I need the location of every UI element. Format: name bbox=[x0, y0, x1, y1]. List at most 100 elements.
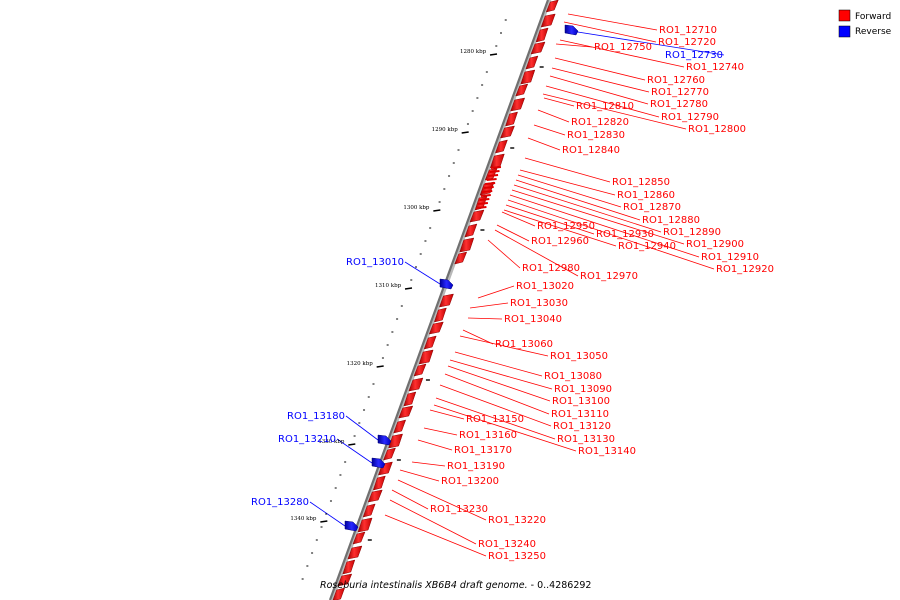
gene-label-ro1-12720[interactable]: RO1_12720 bbox=[658, 37, 716, 48]
gene-label-ro1-12960[interactable]: RO1_12960 bbox=[531, 236, 589, 247]
forward-gene-block bbox=[398, 405, 414, 419]
tick-label: 1280 kbp bbox=[460, 49, 487, 55]
leader-line bbox=[519, 169, 616, 196]
leader-line bbox=[567, 13, 658, 31]
gene-label-ro1-12890[interactable]: RO1_12890 bbox=[663, 227, 721, 238]
leader-line bbox=[554, 57, 646, 81]
gene-label-ro1-13100[interactable]: RO1_13100 bbox=[552, 396, 610, 407]
gene-label-ro1-12940[interactable]: RO1_12940 bbox=[618, 241, 676, 252]
legend: Forward Reverse bbox=[838, 9, 892, 38]
forward-gene-block bbox=[423, 335, 437, 350]
gene-label-ro1-12970[interactable]: RO1_12970 bbox=[580, 271, 638, 282]
gene-label-ro1-13160[interactable]: RO1_13160 bbox=[459, 430, 517, 441]
forward-gene-stripe bbox=[479, 198, 490, 201]
leader-line bbox=[444, 373, 550, 415]
gene-label-ro1-12750[interactable]: RO1_12750 bbox=[594, 42, 652, 53]
gene-label-ro1-12910[interactable]: RO1_12910 bbox=[701, 252, 759, 263]
gene-label-ro1-13180[interactable]: RO1_13180 bbox=[287, 411, 345, 422]
gene-label-ro1-12810[interactable]: RO1_12810 bbox=[576, 101, 634, 112]
forward-gene-stripe bbox=[485, 182, 496, 185]
gene-label-ro1-12840[interactable]: RO1_12840 bbox=[562, 145, 620, 156]
leader-line bbox=[503, 209, 617, 247]
gene-label-ro1-12900[interactable]: RO1_12900 bbox=[686, 239, 744, 250]
leader-line bbox=[417, 439, 453, 451]
gene-label-ro1-13130[interactable]: RO1_13130 bbox=[557, 434, 615, 445]
leader-line bbox=[459, 335, 549, 357]
gene-label-ro1-13200[interactable]: RO1_13200 bbox=[441, 476, 499, 487]
gene-label-ro1-12800[interactable]: RO1_12800 bbox=[688, 124, 746, 135]
forward-gene-block bbox=[454, 251, 468, 265]
gene-label-ro1-13250[interactable]: RO1_13250 bbox=[488, 551, 546, 562]
gene-label-ro1-13240[interactable]: RO1_13240 bbox=[478, 539, 536, 550]
gene-label-ro1-12710[interactable]: RO1_12710 bbox=[659, 25, 717, 36]
gene-label-ro1-12830[interactable]: RO1_12830 bbox=[567, 130, 625, 141]
forward-gene-block bbox=[357, 517, 373, 533]
gene-label-ro1-13120[interactable]: RO1_13120 bbox=[553, 421, 611, 432]
gene-label-ro1-13090[interactable]: RO1_13090 bbox=[554, 384, 612, 395]
caption-range: - 0..4286292 bbox=[528, 580, 592, 591]
gene-label-ro1-12760[interactable]: RO1_12760 bbox=[647, 75, 705, 86]
leader-line bbox=[563, 21, 657, 43]
gene-label-ro1-12880[interactable]: RO1_12880 bbox=[642, 215, 700, 226]
gene-label-ro1-12860[interactable]: RO1_12860 bbox=[617, 190, 675, 201]
forward-gene-block bbox=[520, 69, 536, 85]
major-tick bbox=[348, 443, 356, 446]
gene-label-ro1-13140[interactable]: RO1_13140 bbox=[578, 446, 636, 457]
gene-label-ro1-13040[interactable]: RO1_13040 bbox=[504, 314, 562, 325]
gene-label-ro1-13230[interactable]: RO1_13230 bbox=[430, 504, 488, 515]
reverse-gene-block bbox=[377, 434, 392, 446]
forward-gene-block bbox=[540, 13, 556, 28]
gene-label-ro1-13050[interactable]: RO1_13050 bbox=[550, 351, 608, 362]
gene-label-ro1-13080[interactable]: RO1_13080 bbox=[544, 371, 602, 382]
gene-label-ro1-13150[interactable]: RO1_13150 bbox=[466, 414, 524, 425]
leader-line bbox=[505, 204, 595, 235]
gene-label-ro1-12730[interactable]: RO1_12730 bbox=[665, 50, 723, 61]
leader-line bbox=[509, 194, 700, 258]
forward-gene-stripe bbox=[490, 166, 502, 169]
forward-gene-block bbox=[418, 349, 434, 365]
leader-line bbox=[433, 404, 577, 452]
gene-label-ro1-12780[interactable]: RO1_12780 bbox=[650, 99, 708, 110]
gene-label-ro1-13060[interactable]: RO1_13060 bbox=[495, 339, 553, 350]
reverse-gene-block bbox=[564, 24, 579, 36]
leader-line bbox=[447, 365, 551, 402]
leader-line bbox=[559, 39, 685, 68]
leader-line bbox=[549, 75, 649, 105]
major-tick bbox=[461, 131, 469, 134]
leader-line bbox=[542, 93, 687, 130]
gene-label-ro1-13210[interactable]: RO1_13210 bbox=[278, 434, 336, 445]
gene-label-ro1-12740[interactable]: RO1_12740 bbox=[686, 62, 744, 73]
gene-label-ro1-13280[interactable]: RO1_13280 bbox=[251, 497, 309, 508]
gene-label-ro1-12920[interactable]: RO1_12920 bbox=[716, 264, 774, 275]
gene-label-ro1-13030[interactable]: RO1_13030 bbox=[510, 298, 568, 309]
tick-label: 1320 kbp bbox=[347, 361, 374, 367]
gene-label-ro1-12930[interactable]: RO1_12930 bbox=[596, 229, 654, 240]
gene-label-ro1-12980[interactable]: RO1_12980 bbox=[522, 263, 580, 274]
gene-label-ro1-12950[interactable]: RO1_12950 bbox=[537, 221, 595, 232]
leader-line bbox=[551, 67, 650, 93]
legend-label-forward: Forward bbox=[855, 12, 891, 22]
leader-line bbox=[467, 317, 503, 320]
gene-label-ro1-13020[interactable]: RO1_13020 bbox=[516, 281, 574, 292]
gene-label-ro1-12850[interactable]: RO1_12850 bbox=[612, 177, 670, 188]
gene-label-ro1-12770[interactable]: RO1_12770 bbox=[651, 87, 709, 98]
leader-line bbox=[435, 397, 556, 440]
gene-label-ro1-13170[interactable]: RO1_13170 bbox=[454, 445, 512, 456]
gene-label-ro1-12820[interactable]: RO1_12820 bbox=[571, 117, 629, 128]
gene-label-ro1-13010[interactable]: RO1_13010 bbox=[346, 257, 404, 268]
tick-label: 1340 kbp bbox=[290, 516, 317, 522]
gene-label-ro1-12870[interactable]: RO1_12870 bbox=[623, 202, 681, 213]
gene-label-ro1-13190[interactable]: RO1_13190 bbox=[447, 461, 505, 472]
gene-label-ro1-13220[interactable]: RO1_13220 bbox=[488, 515, 546, 526]
leader-line bbox=[501, 211, 536, 227]
legend-swatch-forward bbox=[838, 9, 851, 22]
gene-label-ro1-13110[interactable]: RO1_13110 bbox=[551, 409, 609, 420]
forward-gene-stripe bbox=[476, 206, 487, 209]
forward-gene-block bbox=[362, 503, 376, 518]
forward-gene-block bbox=[530, 41, 546, 55]
forward-gene-block bbox=[428, 321, 444, 335]
leader-line bbox=[439, 384, 552, 427]
gene-label-ro1-12790[interactable]: RO1_12790 bbox=[661, 112, 719, 123]
tick-label: 1310 kbp bbox=[375, 283, 402, 289]
